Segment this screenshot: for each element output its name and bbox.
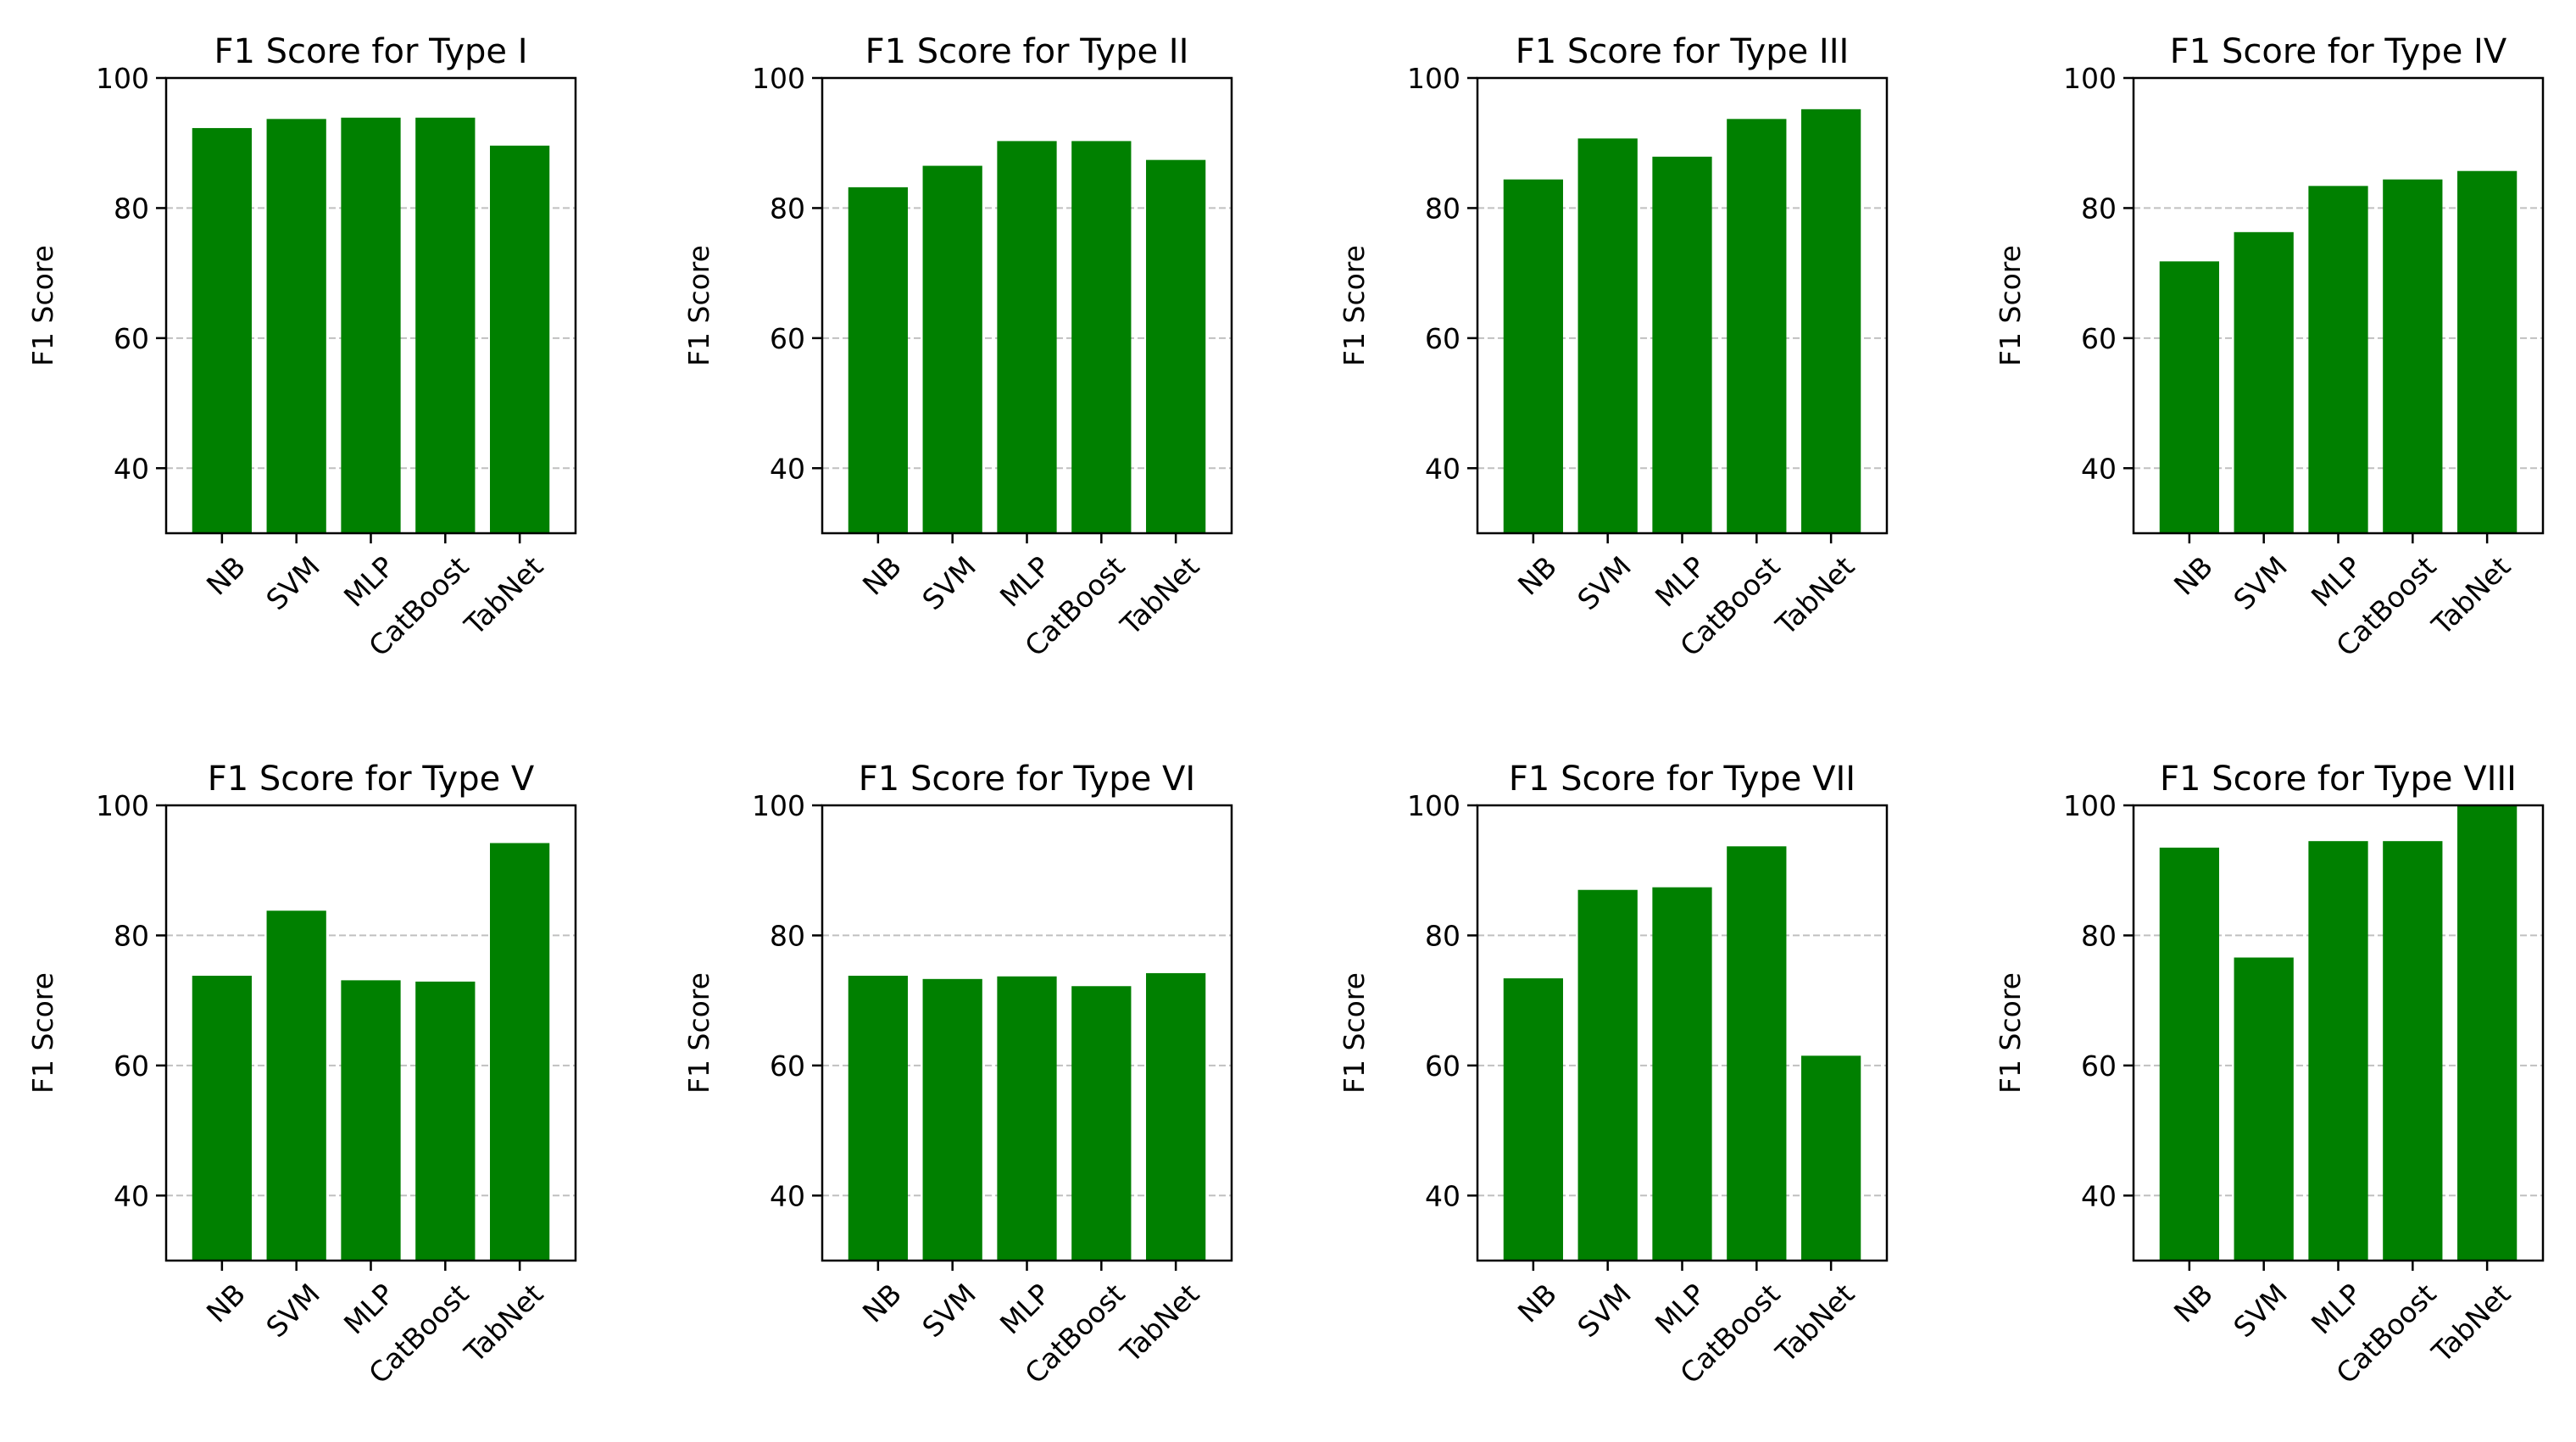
bar-tabnet: [1146, 159, 1206, 533]
chart-title: F1 Score for Type VII: [1509, 760, 1855, 799]
chart-title: F1 Score for Type VI: [859, 760, 1195, 799]
y-tick-label: 100: [2063, 62, 2117, 95]
chart-title: F1 Score for Type I: [214, 32, 527, 71]
bar-mlp: [1652, 887, 1712, 1261]
bar-catboost: [1071, 986, 1132, 1261]
y-tick-label: 80: [770, 919, 805, 952]
bar-svm: [2234, 957, 2294, 1261]
y-tick-label: 100: [1407, 62, 1460, 95]
y-axis-label: F1 Score: [1338, 245, 1371, 366]
y-tick-label: 60: [1425, 322, 1460, 355]
y-tick-label: 60: [1425, 1049, 1460, 1083]
y-axis-label: F1 Score: [682, 972, 715, 1094]
bar-tabnet: [2457, 170, 2518, 534]
y-tick-label: 60: [2081, 1049, 2117, 1083]
chart-title: F1 Score for Type II: [865, 32, 1189, 71]
y-tick-label: 100: [96, 789, 149, 822]
bar-nb: [2159, 847, 2219, 1261]
bar-svm: [266, 910, 326, 1261]
y-axis-label: F1 Score: [1338, 972, 1371, 1094]
y-axis-label: F1 Score: [1994, 972, 2027, 1094]
y-tick-label: 100: [96, 62, 149, 95]
bar-mlp: [2308, 841, 2368, 1261]
chart-title: F1 Score for Type III: [1516, 32, 1850, 71]
bar-catboost: [1727, 846, 1787, 1261]
y-axis-label: F1 Score: [26, 972, 59, 1094]
chart-title: F1 Score for Type IV: [2170, 32, 2507, 71]
y-tick-label: 80: [1425, 919, 1460, 952]
y-tick-label: 100: [1407, 789, 1460, 822]
bar-tabnet: [1801, 109, 1861, 533]
bar-tabnet: [490, 843, 550, 1261]
bar-svm: [922, 978, 982, 1261]
bar-mlp: [341, 117, 401, 533]
y-tick-label: 80: [2081, 919, 2117, 952]
y-tick-label: 40: [1425, 452, 1460, 485]
bar-mlp: [1652, 156, 1712, 533]
y-axis-label: F1 Score: [1994, 245, 2027, 366]
y-tick-label: 80: [114, 192, 149, 225]
y-tick-label: 100: [752, 62, 805, 95]
bar-catboost: [415, 981, 476, 1261]
y-tick-label: 40: [2081, 1179, 2117, 1212]
y-tick-label: 60: [114, 1049, 149, 1083]
bar-nb: [848, 187, 908, 533]
bar-svm: [1577, 138, 1638, 533]
bar-catboost: [1071, 141, 1132, 534]
y-tick-label: 40: [1425, 1179, 1460, 1212]
bar-tabnet: [490, 145, 550, 534]
y-tick-label: 80: [2081, 192, 2117, 225]
bar-nb: [2159, 261, 2219, 533]
y-axis-label: F1 Score: [26, 245, 59, 366]
bar-mlp: [997, 141, 1057, 534]
y-tick-label: 60: [770, 322, 805, 355]
y-tick-label: 40: [114, 452, 149, 485]
y-tick-label: 40: [770, 452, 805, 485]
y-tick-label: 100: [2063, 789, 2117, 822]
y-tick-label: 80: [114, 919, 149, 952]
bar-tabnet: [1801, 1055, 1861, 1261]
bar-catboost: [2383, 179, 2443, 533]
y-tick-label: 80: [770, 192, 805, 225]
y-tick-label: 60: [2081, 322, 2117, 355]
chart-title: F1 Score for Type V: [208, 760, 535, 799]
y-axis-label: F1 Score: [682, 245, 715, 366]
bar-nb: [1503, 978, 1563, 1261]
bar-svm: [1577, 889, 1638, 1261]
bar-catboost: [415, 117, 476, 533]
bar-nb: [192, 975, 252, 1261]
y-tick-label: 60: [770, 1049, 805, 1083]
y-tick-label: 80: [1425, 192, 1460, 225]
bar-svm: [2234, 231, 2294, 533]
y-tick-label: 40: [2081, 452, 2117, 485]
y-tick-label: 40: [114, 1179, 149, 1212]
bar-mlp: [997, 976, 1057, 1261]
bar-catboost: [1727, 119, 1787, 533]
chart-title: F1 Score for Type VIII: [2160, 760, 2517, 799]
y-tick-label: 40: [770, 1179, 805, 1212]
bar-tabnet: [1146, 972, 1206, 1261]
bar-nb: [1503, 179, 1563, 533]
y-tick-label: 60: [114, 322, 149, 355]
bar-catboost: [2383, 841, 2443, 1261]
bar-nb: [192, 128, 252, 533]
bar-mlp: [341, 980, 401, 1261]
bar-nb: [848, 975, 908, 1261]
bar-mlp: [2308, 186, 2368, 534]
bar-tabnet: [2457, 805, 2518, 1261]
y-tick-label: 100: [752, 789, 805, 822]
bar-svm: [922, 165, 982, 534]
bar-svm: [266, 119, 326, 533]
